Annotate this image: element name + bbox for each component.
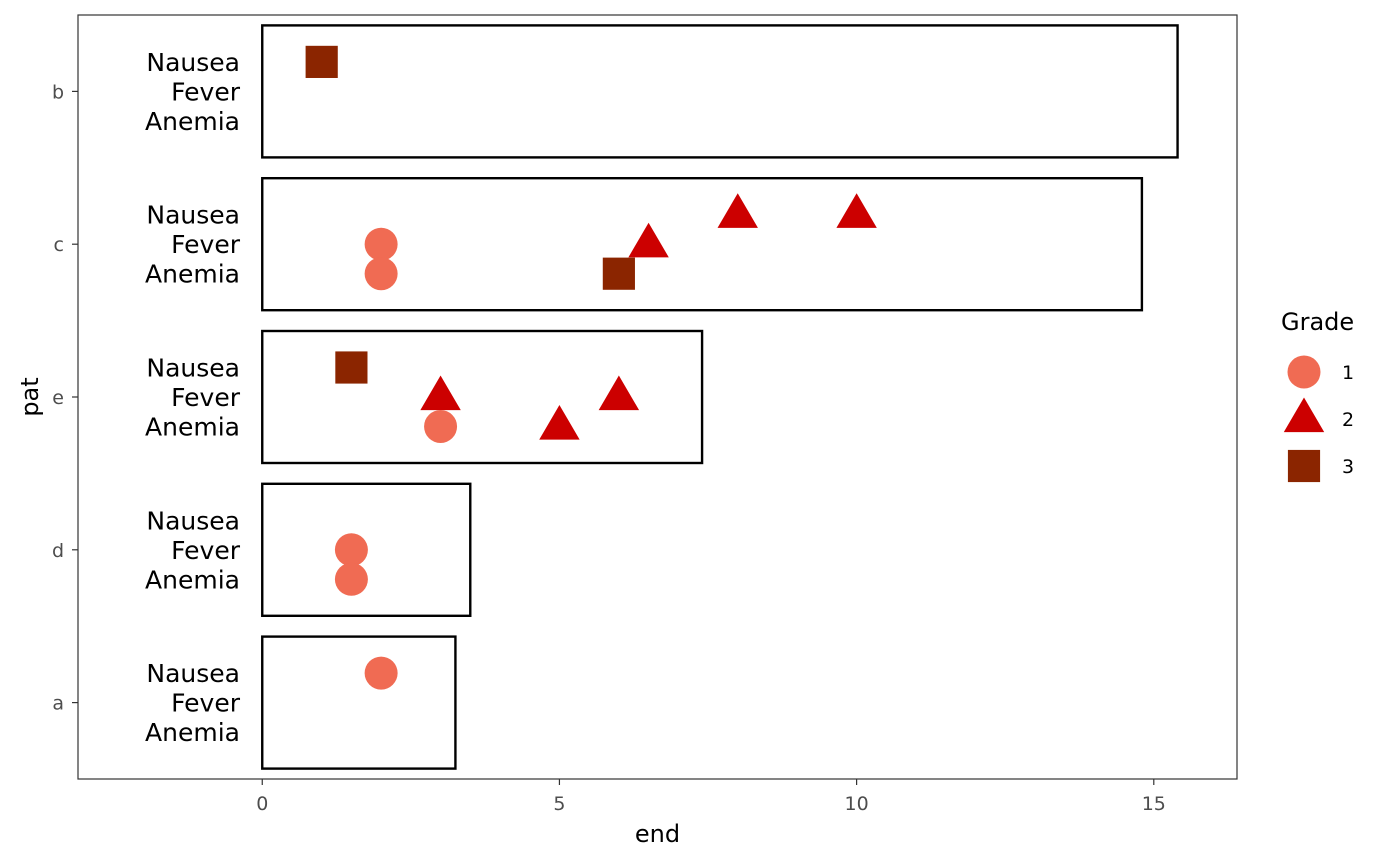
lane-label-b-nausea: Nausea	[146, 48, 240, 77]
legend-label-1: 1	[1342, 362, 1354, 384]
y-tick-label-e: e	[52, 387, 64, 409]
lane-label-d-nausea: Nausea	[146, 506, 240, 535]
lane-label-a-nausea: Nausea	[146, 659, 240, 688]
point-a-nausea-grade1	[364, 656, 398, 690]
point-e-anemia-grade2	[539, 405, 580, 440]
lane-label-e-fever: Fever	[171, 383, 241, 412]
point-e-nausea-grade3	[335, 351, 368, 384]
bar-b	[261, 24, 1179, 159]
point-e-fever-grade2	[598, 375, 640, 411]
x-tick-label-0: 0	[256, 793, 268, 815]
y-tick-label-c: c	[54, 234, 64, 256]
lane-label-d-fever: Fever	[171, 536, 241, 565]
lane-label-b-anemia: Anemia	[145, 107, 240, 136]
lane-label-e-nausea: Nausea	[146, 354, 240, 383]
y-axis-title: pat	[16, 377, 44, 416]
points-layer	[305, 45, 877, 690]
x-tick-label-15: 15	[1142, 793, 1166, 815]
x-tick-label-10: 10	[845, 793, 869, 815]
lane-label-b-fever: Fever	[171, 77, 241, 106]
x-axis-title: end	[635, 820, 680, 848]
point-c-fever-grade2	[628, 222, 669, 258]
bar-a	[261, 635, 457, 770]
legend-label-2: 2	[1342, 409, 1354, 431]
lane-label-a-fever: Fever	[171, 689, 241, 718]
point-c-nausea-grade2	[717, 193, 758, 228]
legend-key-3	[1287, 449, 1321, 483]
x-tick-label-5: 5	[553, 793, 565, 815]
y-tick-label-a: a	[52, 693, 64, 715]
axes-layer: 0 5 10 15 b c e d a	[52, 81, 1166, 815]
lane-label-a-anemia: Anemia	[145, 718, 240, 747]
point-c-anemia-grade3	[602, 257, 635, 290]
y-tick-label-b: b	[52, 81, 64, 103]
point-b-nausea-grade3	[305, 45, 338, 78]
lane-label-c-nausea: Nausea	[146, 201, 240, 230]
bar-c	[261, 176, 1144, 312]
plot-background	[77, 14, 1238, 780]
lane-label-e-anemia: Anemia	[145, 413, 240, 442]
lane-label-c-anemia: Anemia	[145, 260, 240, 289]
bar-e	[261, 329, 704, 465]
bar-d	[261, 482, 472, 617]
legend-key-2	[1283, 397, 1325, 433]
legend: Grade 1 2 3	[1281, 308, 1354, 483]
lane-labels-layer: NauseaFeverAnemiaNauseaFeverAnemiaNausea…	[145, 48, 241, 747]
point-d-anemia-grade1	[334, 562, 368, 596]
point-c-anemia-grade1	[364, 257, 398, 291]
legend-label-3: 3	[1342, 456, 1354, 478]
lane-label-c-fever: Fever	[171, 230, 241, 259]
point-c-nausea-grade2	[836, 193, 877, 228]
point-e-fever-grade2	[420, 375, 461, 411]
point-c-fever-grade1	[364, 227, 398, 261]
bars-layer	[261, 24, 1179, 770]
lane-label-d-anemia: Anemia	[145, 565, 240, 594]
point-e-anemia-grade1	[424, 410, 458, 443]
legend-key-1	[1287, 355, 1321, 389]
plot-panel	[77, 14, 1238, 780]
legend-title: Grade	[1281, 308, 1354, 336]
y-tick-label-d: d	[52, 540, 64, 562]
point-d-fever-grade1	[334, 533, 368, 567]
